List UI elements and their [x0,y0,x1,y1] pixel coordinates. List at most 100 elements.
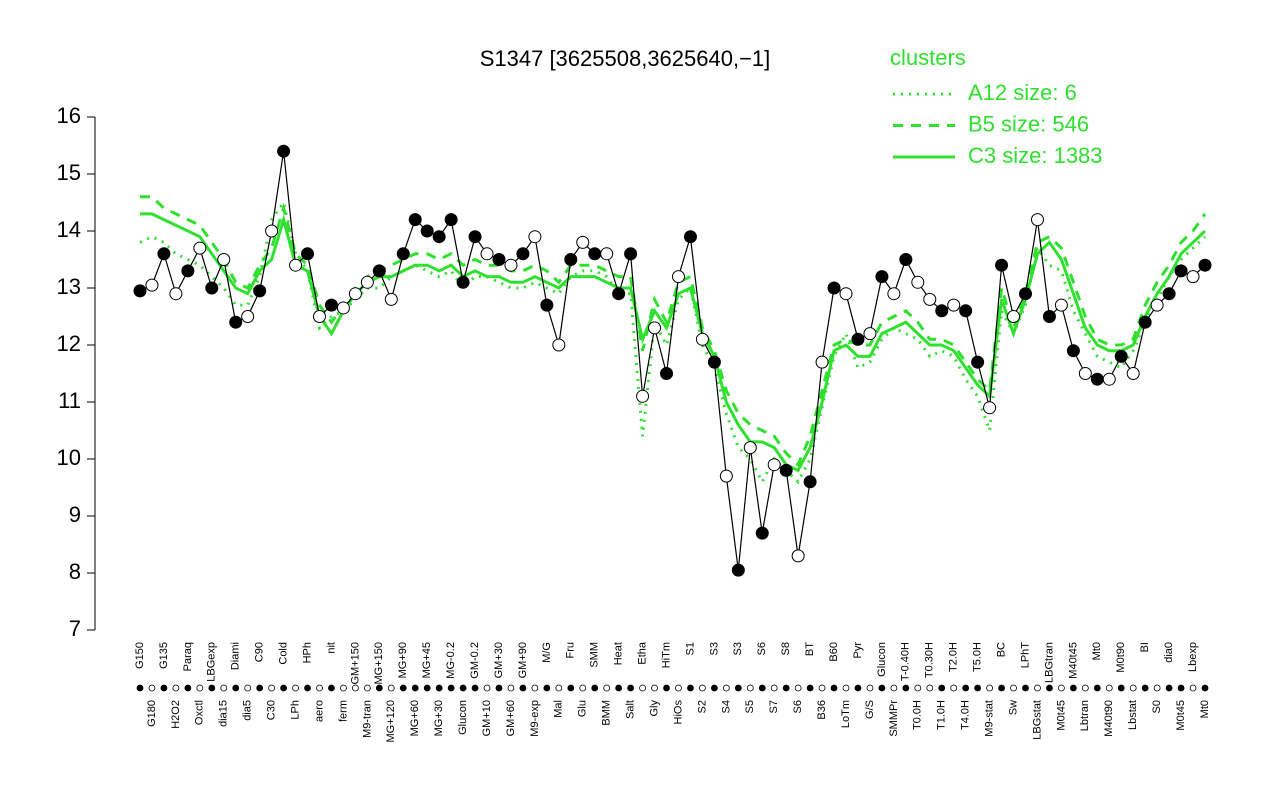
point [540,298,554,312]
x-marker [1093,684,1101,692]
x-marker [782,684,790,692]
x-tick-label: T4.0H [960,700,972,730]
cluster-line [140,195,1207,468]
point [839,287,853,301]
point [971,355,985,369]
x-marker [232,684,240,692]
x-tick-label: T5.0H [972,642,984,672]
x-tick-label: BC [995,642,1007,657]
legend-label: C3 size: 1383 [968,143,1103,168]
x-tick-label: S1 [684,642,696,655]
x-tick-label: Diami [230,642,242,670]
point [947,298,961,312]
point [336,301,350,315]
point [935,304,949,318]
x-marker [914,684,922,692]
x-marker [842,684,850,692]
y-tick-label: 8 [69,559,81,584]
x-tick-label: MG+120 [385,700,397,743]
x-marker [627,684,635,692]
point [372,264,386,278]
x-marker [890,684,898,692]
point [743,441,757,455]
x-tick-label: MG-0.2 [445,642,457,679]
point [1162,287,1176,301]
x-tick-label: dia5 [242,700,254,721]
x-marker [351,684,359,692]
x-marker [459,684,467,692]
point [384,292,398,306]
x-marker [1034,684,1041,692]
x-marker [938,684,946,692]
y-tick-label: 11 [58,388,81,413]
x-tick-label: GM+60 [505,700,517,736]
chart-title: S1347 [3625508,3625640,−1] [480,46,771,71]
x-tick-label: LPh [289,700,301,720]
x-tick-label: Lbexp [1187,642,1199,672]
x-marker [675,684,682,692]
x-marker [328,684,335,692]
x-tick-label: ferm [337,700,349,722]
y-tick-label: 14 [57,217,81,242]
x-marker [531,684,539,692]
x-tick-label: S4 [720,700,732,713]
point [983,401,997,415]
x-marker [292,684,299,692]
x-tick-label: S2 [696,700,708,713]
x-marker [495,684,503,692]
point [923,292,937,306]
point [695,332,709,346]
x-tick-label: Salt [625,700,637,719]
x-tick-label: T2.0H [948,642,960,672]
legend-label: B5 size: 546 [968,111,1089,136]
point [1138,315,1152,329]
x-marker [184,684,192,692]
x-marker [507,684,515,692]
point [791,549,805,563]
y-tick-label: 13 [57,274,81,299]
point [1078,367,1092,380]
x-tick-label: M/G [541,642,553,663]
point [277,144,291,158]
point [1150,298,1164,312]
x-tick-label: LPhT [1019,642,1031,669]
point [444,213,458,227]
x-tick-label: dia0 [1163,642,1175,663]
x-marker [1105,684,1113,692]
point [624,247,638,261]
x-tick-label: Lbtran [1079,700,1091,731]
x-tick-label: MG+90 [397,642,409,678]
x-marker [399,684,407,692]
point [181,264,195,278]
point [1174,264,1188,278]
point [1007,310,1021,323]
x-marker [1081,684,1089,692]
point [348,287,362,301]
x-tick-label: T1.0H [936,700,948,730]
point [803,475,817,489]
x-marker [794,684,802,692]
x-marker [926,684,934,692]
x-marker [220,684,228,692]
point [205,281,219,295]
x-marker [722,684,730,692]
y-tick-label: 16 [57,103,81,128]
point [636,389,650,403]
point [887,287,901,301]
x-marker [316,684,323,692]
x-tick-label: M0t45 [1175,700,1187,731]
point [612,287,626,301]
x-marker [687,684,694,692]
x-marker [375,684,383,692]
x-tick-label: HPh [301,642,313,663]
x-tick-label: BI [1139,642,1151,652]
point [1066,344,1080,358]
point [157,247,171,261]
x-tick-label: Glucon [876,642,888,677]
x-marker [998,684,1005,692]
x-marker [268,684,276,692]
x-marker [208,684,216,692]
x-tick-label: B60 [828,642,840,662]
x-marker [710,684,718,692]
